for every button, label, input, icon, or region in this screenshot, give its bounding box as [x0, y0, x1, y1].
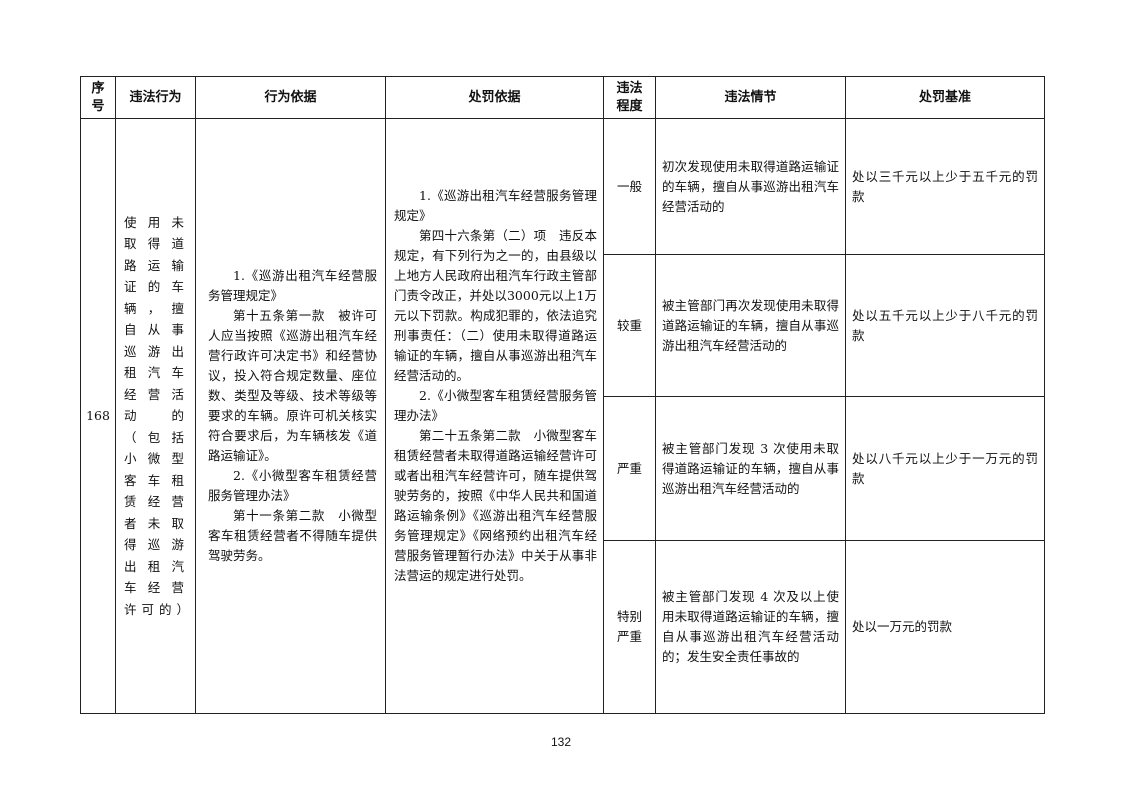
basis-para: 第十五条第一款 被许可人应当按照《巡游出租汽车经营行政许可决定书》和经营协议，投…	[208, 308, 377, 464]
page-number: 132	[550, 735, 572, 749]
basis-para: 1.《巡游出租汽车经营服务管理规定》	[208, 268, 377, 304]
standard-cell: 处以五千元以上少于八千元的罚款	[845, 254, 1045, 398]
header-degree: 违法程度	[603, 75, 656, 120]
header-penalty-basis: 处罚依据	[385, 75, 604, 120]
violation-cell: 使用未取得道路运输证的车辆，擅自从事巡游出租汽车经营活动的（包括小微型客车租赁经…	[115, 118, 196, 714]
table-row: 较重 被主管部门再次发现使用未取得道路运输证的车辆，擅自从事巡游出租汽车经营活动…	[81, 254, 1045, 398]
standard-cell: 处以一万元的罚款	[845, 539, 1045, 715]
seq-cell: 168	[80, 118, 116, 714]
basis-para: 第十一条第二款 小微型客车租赁经营者不得随车提供驾驶劳务。	[208, 508, 377, 564]
table-row: 168 使用未取得道路运输证的车辆，擅自从事巡游出租汽车经营活动的（包括小微型客…	[80, 118, 1045, 714]
penalty-basis-cell: 1.《巡游出租汽车经营服务管理规定》 第四十六条第（二）项 违反本规定，有下列行…	[385, 118, 604, 714]
table-header-row: 序号 违法行为 行为依据 处罚依据 违法程度 违法情节 处罚基准	[80, 75, 1045, 120]
table-row: 特别严重 被主管部门发现 4 次及以上使用未取得道路运输证的车辆，擅自从事巡游出…	[81, 539, 1045, 715]
circumstance-cell: 被主管部门再次发现使用未取得道路运输证的车辆，擅自从事巡游出租汽车经营活动的	[655, 254, 846, 398]
circumstance-cell: 初次发现使用未取得道路运输证的车辆，擅自从事巡游出租汽车经营活动的	[655, 118, 846, 256]
circumstance-cell: 被主管部门发现 3 次使用未取得道路运输证的车辆，擅自从事巡游出租汽车经营活动的	[655, 396, 846, 541]
penalty-para: 2.《小微型客车租赁经营服务管理办法》	[394, 388, 597, 424]
table-row: 严重 被主管部门发现 3 次使用未取得道路运输证的车辆，擅自从事巡游出租汽车经营…	[81, 396, 1045, 541]
penalty-para: 第二十五条第二款 小微型客车租赁经营者未取得道路运输经营许可或者出租汽车经营许可…	[394, 428, 597, 584]
basis-para: 2.《小微型客车租赁经营服务管理办法》	[208, 468, 377, 504]
degree-cell: 特别严重	[603, 539, 656, 715]
header-standard: 处罚基准	[845, 75, 1045, 120]
degree-cell: 一般	[603, 118, 656, 256]
penalty-standard-table: 序号 违法行为 行为依据 处罚依据 违法程度 违法情节 处罚基准 168 使用未…	[80, 75, 1045, 715]
standard-cell: 处以三千元以上少于五千元的罚款	[845, 118, 1045, 256]
degree-cell: 较重	[603, 254, 656, 398]
penalty-para: 第四十六条第（二）项 违反本规定，有下列行为之一的，由县级以上地方人民政府出租汽…	[394, 228, 597, 384]
header-basis: 行为依据	[195, 75, 386, 120]
penalty-para: 1.《巡游出租汽车经营服务管理规定》	[394, 188, 597, 224]
header-seq: 序号	[80, 75, 116, 120]
header-violation: 违法行为	[115, 75, 196, 120]
degree-cell: 严重	[603, 396, 656, 541]
circumstance-cell: 被主管部门发现 4 次及以上使用未取得道路运输证的车辆，擅自从事巡游出租汽车经营…	[655, 539, 846, 715]
basis-cell: 1.《巡游出租汽车经营服务管理规定》 第十五条第一款 被许可人应当按照《巡游出租…	[195, 118, 386, 714]
header-circumstance: 违法情节	[655, 75, 846, 120]
standard-cell: 处以八千元以上少于一万元的罚款	[845, 396, 1045, 541]
